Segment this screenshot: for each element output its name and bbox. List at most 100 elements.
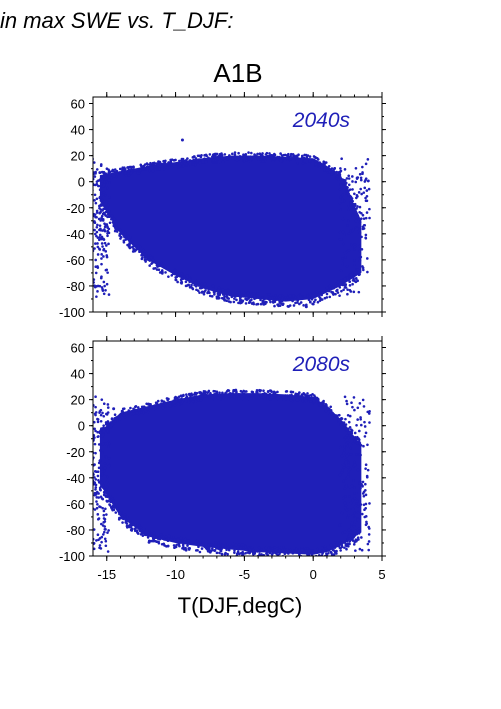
scatter-point bbox=[344, 504, 348, 507]
scatter-point bbox=[105, 485, 109, 488]
scatter-point bbox=[183, 275, 186, 278]
scatter-point bbox=[336, 280, 340, 284]
scatter-point bbox=[145, 255, 148, 259]
scatter-point bbox=[140, 253, 143, 257]
scatter-point bbox=[342, 479, 345, 483]
scatter-point bbox=[270, 549, 274, 553]
scatter-point bbox=[103, 172, 106, 176]
scatter-point bbox=[172, 536, 175, 539]
scatter-point bbox=[353, 496, 357, 500]
scatter-point bbox=[100, 465, 103, 469]
scatter-point bbox=[363, 420, 366, 424]
scatter-point bbox=[356, 279, 359, 283]
scatter-point bbox=[367, 525, 371, 529]
scatter-point bbox=[328, 170, 331, 174]
scatter-point bbox=[288, 394, 292, 397]
scatter-point bbox=[130, 168, 133, 172]
scatter-point bbox=[106, 186, 109, 190]
scatter-point bbox=[285, 395, 288, 399]
scatter-point bbox=[340, 454, 344, 458]
scatter-point bbox=[129, 236, 132, 239]
scatter-point bbox=[360, 536, 363, 539]
scatter-point bbox=[153, 163, 156, 166]
scatter-point bbox=[223, 153, 227, 156]
scatter-point bbox=[268, 296, 272, 300]
scatter-point bbox=[207, 290, 210, 293]
scatter-point bbox=[227, 297, 231, 300]
scatter-point bbox=[212, 153, 215, 156]
x-tick-label: -15 bbox=[97, 567, 116, 582]
scatter-point bbox=[353, 408, 356, 412]
scatter-point bbox=[259, 302, 263, 306]
scatter-point bbox=[238, 296, 242, 300]
scatter-point bbox=[348, 434, 351, 437]
scatter-point bbox=[102, 402, 106, 406]
scatter-point bbox=[362, 217, 366, 220]
scatter-point bbox=[310, 297, 314, 301]
y-tick-label: -20 bbox=[66, 201, 85, 216]
scatter-point bbox=[237, 552, 241, 556]
scatter-point bbox=[343, 487, 347, 490]
scatter-point bbox=[93, 442, 97, 446]
scatter-point bbox=[348, 494, 351, 498]
scatter-point bbox=[143, 532, 147, 536]
scatter-point bbox=[98, 235, 101, 239]
scatter-point bbox=[341, 197, 344, 201]
scatter-point bbox=[348, 280, 352, 283]
scatter-point bbox=[99, 210, 102, 214]
scatter-point bbox=[359, 417, 362, 421]
scatter-point bbox=[355, 441, 359, 445]
scatter-point bbox=[346, 466, 350, 469]
scatter-point bbox=[266, 390, 270, 394]
scatter-point bbox=[326, 166, 330, 169]
scatter-point bbox=[291, 551, 295, 555]
scatter-point bbox=[196, 549, 199, 552]
scatter-point bbox=[283, 556, 286, 559]
scatter-point bbox=[351, 405, 354, 409]
scatter-point bbox=[200, 282, 203, 286]
scatter-point bbox=[285, 390, 289, 393]
scatter-point bbox=[352, 206, 356, 210]
scatter-point bbox=[101, 472, 104, 476]
scatter-point bbox=[186, 283, 190, 287]
scatter-point bbox=[100, 480, 104, 484]
scatter-point bbox=[98, 544, 102, 547]
scatter-point bbox=[246, 551, 249, 554]
scatter-point bbox=[336, 291, 340, 294]
scatter-point bbox=[96, 417, 99, 421]
scatter-point bbox=[242, 394, 246, 398]
scatter-point bbox=[351, 279, 355, 282]
scatter-point bbox=[146, 163, 150, 166]
scatter-point bbox=[95, 225, 99, 229]
scatter-point bbox=[366, 158, 370, 161]
scatter-point bbox=[355, 423, 358, 427]
scatter-point bbox=[351, 199, 354, 203]
scatter-point bbox=[152, 531, 156, 535]
scatter-point bbox=[229, 156, 233, 159]
scatter-point bbox=[347, 232, 351, 235]
scatter-point bbox=[272, 391, 276, 394]
scatter-point bbox=[353, 511, 356, 515]
scatter-point bbox=[288, 557, 291, 560]
scatter-point bbox=[173, 269, 176, 272]
scatter-point bbox=[263, 159, 267, 163]
scatter-point bbox=[333, 166, 336, 170]
scatter-point bbox=[353, 245, 357, 249]
scatter-point bbox=[342, 496, 345, 500]
scatter-point bbox=[351, 441, 355, 445]
scatter-point bbox=[104, 250, 108, 253]
scatter-point bbox=[330, 553, 334, 556]
scatter-point bbox=[362, 503, 366, 507]
scatter-point bbox=[295, 547, 298, 551]
scatter-point bbox=[154, 168, 157, 172]
scatter-point bbox=[108, 497, 111, 501]
scatter-point bbox=[175, 272, 178, 276]
scatter-point bbox=[341, 193, 344, 197]
scatter-point bbox=[259, 549, 262, 553]
scatter-point bbox=[99, 413, 103, 417]
scatter-point bbox=[94, 395, 97, 398]
scatter-point bbox=[351, 188, 354, 191]
scatter-point bbox=[339, 167, 342, 170]
scatter-point bbox=[282, 557, 285, 560]
scatter-point bbox=[247, 297, 250, 300]
